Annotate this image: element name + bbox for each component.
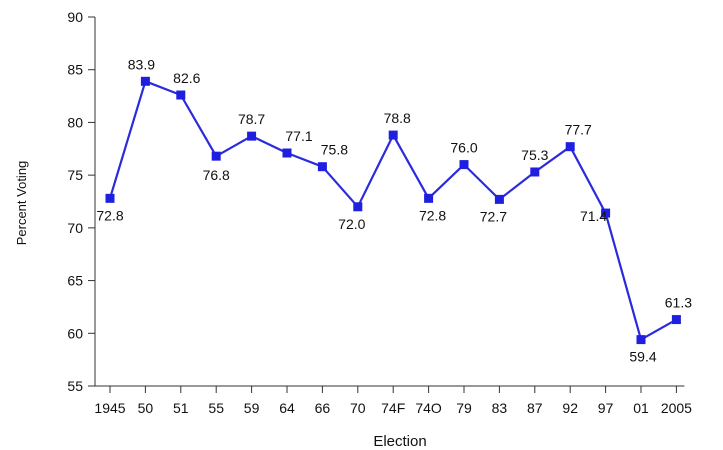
- data-point: [671, 315, 681, 325]
- data-point: [176, 90, 186, 100]
- y-tick-label: 60: [67, 325, 83, 341]
- data-point: [353, 202, 363, 212]
- y-tick-label: 55: [67, 378, 83, 394]
- data-point: [140, 76, 150, 86]
- x-axis: 1945 50 51 55 59 64 66 70 74F 74O 79 83 87 92 97 01 2005: [94, 385, 692, 416]
- y-tick-label: 70: [67, 220, 83, 236]
- data-label: 72.7: [480, 208, 507, 224]
- x-tick-label: 51: [173, 400, 189, 416]
- x-tick-label: 97: [598, 400, 614, 416]
- x-tick-label: 83: [492, 400, 508, 416]
- data-point: [211, 151, 221, 161]
- data-label: 61.3: [665, 295, 692, 311]
- data-label: 77.1: [285, 128, 312, 144]
- y-tick-label: 90: [67, 9, 83, 25]
- x-tick-label: 87: [527, 400, 543, 416]
- x-tick-label: 2005: [661, 400, 692, 416]
- y-tick-label: 65: [67, 273, 83, 289]
- data-label: 76.8: [203, 167, 230, 183]
- x-tick-label: 50: [138, 400, 154, 416]
- data-point: [636, 335, 646, 345]
- x-tick-label: 70: [350, 400, 366, 416]
- data-label: 78.8: [384, 110, 411, 126]
- y-axis-title: Percent Voting: [14, 161, 29, 246]
- data-point: [494, 194, 504, 204]
- data-label: 72.0: [338, 216, 365, 232]
- plot-area: 72.8 83.9 82.6 76.8 78.7 77.1 75.8 72.0 78.8 72.8…: [96, 56, 692, 364]
- data-label: 71.4: [580, 208, 607, 224]
- data-point: [105, 193, 115, 203]
- x-tick-label: 74F: [381, 400, 405, 416]
- data-label: 75.3: [521, 147, 548, 163]
- y-tick-label: 85: [67, 62, 83, 78]
- data-label: 76.0: [450, 140, 477, 156]
- data-point: [601, 208, 611, 218]
- y-tick-label: 80: [67, 114, 83, 130]
- y-tick-label: 75: [67, 167, 83, 183]
- x-tick-label: 74O: [415, 400, 442, 416]
- data-point: [424, 193, 434, 203]
- data-label: 83.9: [128, 56, 155, 72]
- x-tick-label: 79: [456, 400, 472, 416]
- x-tick-label: 66: [315, 400, 331, 416]
- data-label: 59.4: [629, 349, 656, 365]
- data-point: [247, 131, 257, 141]
- x-axis-title: Election: [373, 433, 426, 450]
- data-label: 77.7: [565, 122, 592, 138]
- data-label: 72.8: [96, 207, 123, 223]
- x-tick-label: 01: [633, 400, 649, 416]
- data-label: 72.8: [419, 207, 446, 223]
- data-point: [459, 160, 469, 170]
- x-tick-label: 1945: [94, 400, 125, 416]
- data-point: [565, 142, 575, 152]
- x-tick-label: 92: [562, 400, 578, 416]
- x-tick-label: 64: [279, 400, 295, 416]
- data-label: 75.8: [321, 142, 348, 158]
- x-tick-label: 55: [208, 400, 224, 416]
- data-point: [388, 130, 398, 140]
- data-point: [317, 162, 327, 172]
- data-label: 78.7: [238, 111, 265, 127]
- data-point: [282, 148, 292, 158]
- data-label: 82.6: [173, 70, 200, 86]
- data-point: [530, 167, 540, 177]
- x-tick-label: 59: [244, 400, 260, 416]
- y-axis: 55 60 65 70 75 80 85 90: [67, 9, 96, 394]
